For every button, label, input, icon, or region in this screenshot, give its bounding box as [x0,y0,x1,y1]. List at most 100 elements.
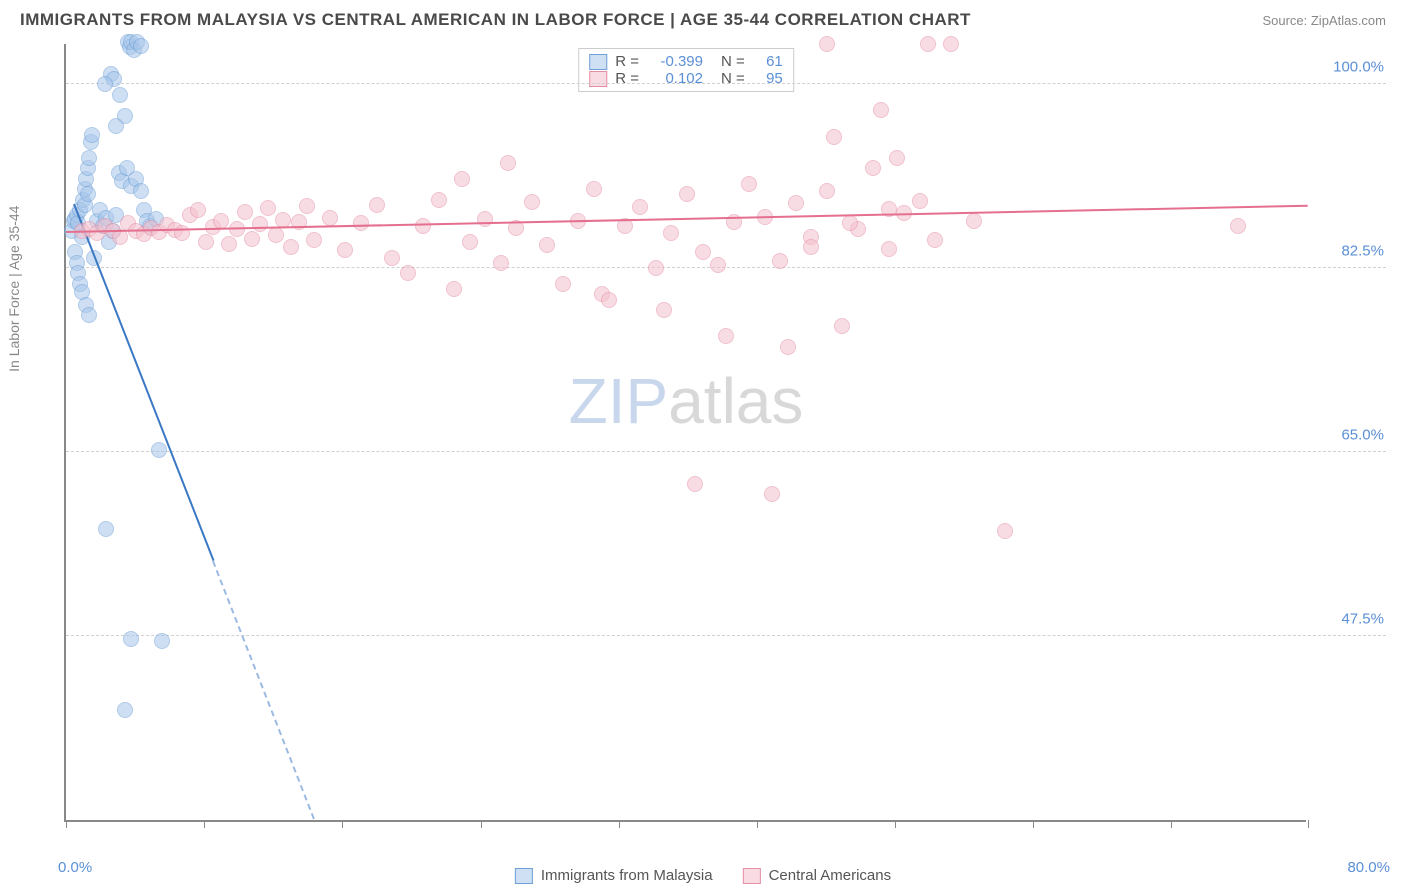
gridline [66,451,1386,452]
n-label: N = [721,53,745,70]
legend-swatch [515,868,533,884]
data-point [268,227,284,243]
x-tick [204,820,205,828]
data-point [718,328,734,344]
y-tick-label: 100.0% [1314,59,1384,76]
data-point [943,36,959,52]
data-point [369,197,385,213]
legend-swatch [743,868,761,884]
data-point [912,193,928,209]
data-point [117,702,133,718]
data-point [679,186,695,202]
data-point [881,241,897,257]
data-point [133,38,149,54]
plot-region: ZIPatlas R =-0.399N =61R =0.102N =95 47.… [64,44,1306,822]
data-point [260,200,276,216]
data-point [873,102,889,118]
data-point [819,183,835,199]
data-point [237,204,253,220]
x-tick [66,820,67,828]
x-axis-max-label: 80.0% [1347,859,1390,876]
x-tick [1171,820,1172,828]
x-tick [757,820,758,828]
data-point [493,255,509,271]
trend-line [73,204,215,562]
data-point [780,339,796,355]
data-point [123,631,139,647]
r-label: R = [615,53,639,70]
data-point [462,234,478,250]
watermark-atlas: atlas [668,365,803,437]
data-point [997,523,1013,539]
data-point [283,239,299,255]
r-label: R = [615,70,639,87]
data-point [539,237,555,253]
data-point [84,127,100,143]
data-point [586,181,602,197]
data-point [299,198,315,214]
legend-item: Central Americans [743,867,892,884]
legend-label: Immigrants from Malaysia [541,867,713,884]
gridline [66,635,1386,636]
source-link[interactable]: ZipAtlas.com [1311,13,1386,28]
data-point [834,318,850,334]
data-point [741,176,757,192]
data-point [920,36,936,52]
chart-title: IMMIGRANTS FROM MALAYSIA VS CENTRAL AMER… [20,10,971,30]
data-point [772,253,788,269]
data-point [1230,218,1246,234]
data-point [353,215,369,231]
n-value: 95 [753,70,783,87]
data-point [198,234,214,250]
y-tick-label: 47.5% [1314,611,1384,628]
data-point [252,216,268,232]
legend-row: R =-0.399N =61 [589,53,783,70]
watermark-zip: ZIP [569,365,669,437]
data-point [695,244,711,260]
gridline [66,267,1386,268]
correlation-legend: R =-0.399N =61R =0.102N =95 [578,48,794,92]
data-point [81,307,97,323]
legend-row: R =0.102N =95 [589,70,783,87]
data-point [632,199,648,215]
legend-item: Immigrants from Malaysia [515,867,713,884]
x-tick [1033,820,1034,828]
data-point [788,195,804,211]
x-tick [619,820,620,828]
y-tick-label: 82.5% [1314,243,1384,260]
data-point [337,242,353,258]
x-tick [895,820,896,828]
data-point [322,210,338,226]
data-point [98,521,114,537]
data-point [415,218,431,234]
data-point [384,250,400,266]
data-point [687,476,703,492]
data-point [431,192,447,208]
data-point [213,213,229,229]
x-tick [1308,820,1309,828]
x-tick [481,820,482,828]
data-point [446,281,462,297]
data-point [400,265,416,281]
data-point [656,302,672,318]
data-point [927,232,943,248]
data-point [97,76,113,92]
data-point [663,225,679,241]
chart-header: IMMIGRANTS FROM MALAYSIA VS CENTRAL AMER… [0,0,1406,36]
data-point [112,87,128,103]
data-point [865,160,881,176]
data-point [826,129,842,145]
data-point [889,150,905,166]
legend-swatch [589,71,607,87]
data-point [133,183,149,199]
trend-line [213,561,316,820]
y-axis-label: In Labor Force | Age 35-44 [6,206,22,372]
x-axis-min-label: 0.0% [58,859,92,876]
data-point [648,260,664,276]
n-label: N = [721,70,745,87]
data-point [819,36,835,52]
data-point [500,155,516,171]
data-point [454,171,470,187]
data-point [306,232,322,248]
data-point [966,213,982,229]
